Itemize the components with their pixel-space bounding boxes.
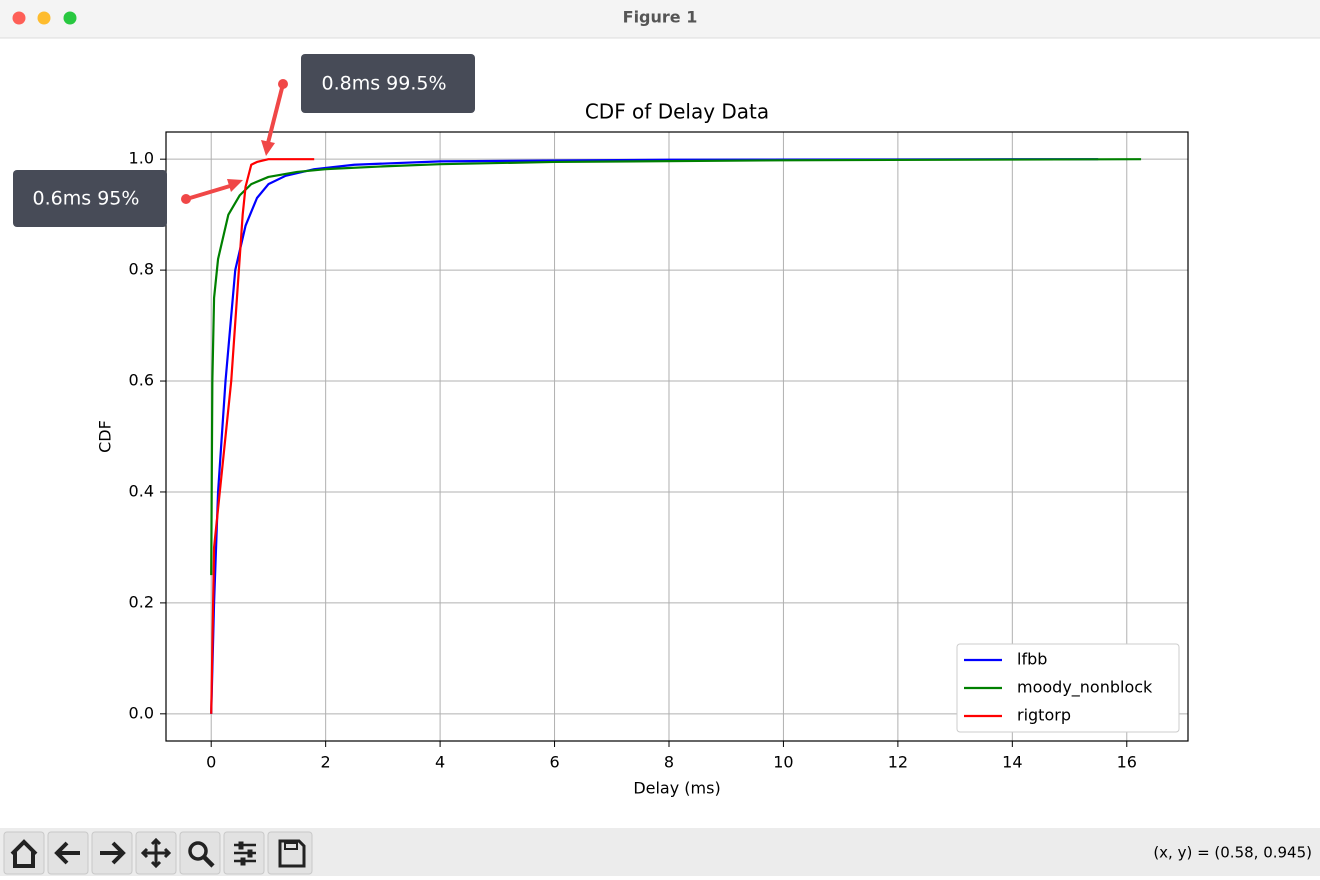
- annotation-box: [13, 170, 167, 227]
- x-tick-label: 14: [1002, 753, 1022, 772]
- y-tick-label: 1.0: [129, 149, 154, 168]
- y-tick-label: 0.0: [129, 703, 154, 722]
- x-tick-label: 12: [888, 753, 908, 772]
- annotation-arrow: [189, 184, 231, 200]
- configure-knob: [240, 857, 246, 866]
- x-tick-label: 4: [435, 753, 445, 772]
- y-tick-label: 0.8: [129, 260, 154, 279]
- annotation-text: 0.6ms 95%: [33, 188, 140, 210]
- annotation-arrow: [266, 87, 284, 144]
- cursor-status: (x, y) = (0.58, 0.945): [1153, 844, 1312, 862]
- configure-knob: [238, 841, 244, 850]
- save-icon-label: [284, 842, 298, 850]
- minimize-button[interactable]: [37, 11, 51, 25]
- annotation-dot: [181, 194, 191, 204]
- x-tick-label: 16: [1117, 753, 1137, 772]
- window-title: Figure 1: [623, 8, 698, 27]
- back-icon: [54, 841, 80, 865]
- series-line: [210, 158, 1099, 714]
- x-tick-label: 10: [773, 753, 793, 772]
- plot-frame: [165, 131, 1189, 742]
- annotation-arrowhead: [227, 179, 243, 192]
- zoom-icon: [188, 841, 208, 861]
- plot: 0 2 4 6 8 10 12 14 16 0.0 0.2 0.4 0.6 0.8 1.0 CDF of De…: [96, 100, 1189, 798]
- x-tick-label: 0: [206, 753, 216, 772]
- annotation-dot: [278, 79, 288, 89]
- legend-label: lfbb: [1017, 650, 1047, 669]
- zoom-button[interactable]: [63, 11, 77, 25]
- configure-knob: [247, 849, 253, 858]
- save-icon: [278, 839, 306, 868]
- legend-box: [956, 643, 1180, 733]
- toolbar-buttons: [3, 831, 313, 875]
- x-tick-label: 2: [321, 753, 331, 772]
- annotation: 0.8ms 99.5% 0.6ms 95%: [13, 54, 475, 227]
- home-icon: [10, 839, 38, 868]
- zoom-icon-handle: [202, 855, 215, 868]
- pan-icon: [140, 837, 172, 869]
- y-tick-label: 0.2: [129, 592, 154, 611]
- x-tick-label: 6: [549, 753, 559, 772]
- annotation-arrowhead: [261, 140, 275, 156]
- y-tick-label: 0.6: [129, 371, 154, 390]
- annotation-text: 0.8ms 99.5%: [321, 73, 446, 95]
- chart-title: CDF of Delay Data: [585, 100, 769, 124]
- annotation-box: [301, 54, 475, 113]
- zoom-rect-button[interactable]: [179, 831, 221, 875]
- title-bar: [0, 0, 1320, 38]
- x-tick-label: 8: [664, 753, 674, 772]
- series-line: [210, 158, 315, 714]
- legend-label: moody_nonblock: [1017, 678, 1153, 698]
- legend-label: rigtorp: [1017, 706, 1071, 725]
- y-tick-label: 0.4: [129, 481, 154, 500]
- series-line: [210, 158, 1142, 576]
- close-button[interactable]: [12, 11, 26, 25]
- plot-background: [166, 132, 1188, 741]
- y-axis-label: CDF: [96, 420, 115, 453]
- forward-icon: [100, 841, 126, 865]
- x-axis-label: Delay (ms): [633, 779, 720, 798]
